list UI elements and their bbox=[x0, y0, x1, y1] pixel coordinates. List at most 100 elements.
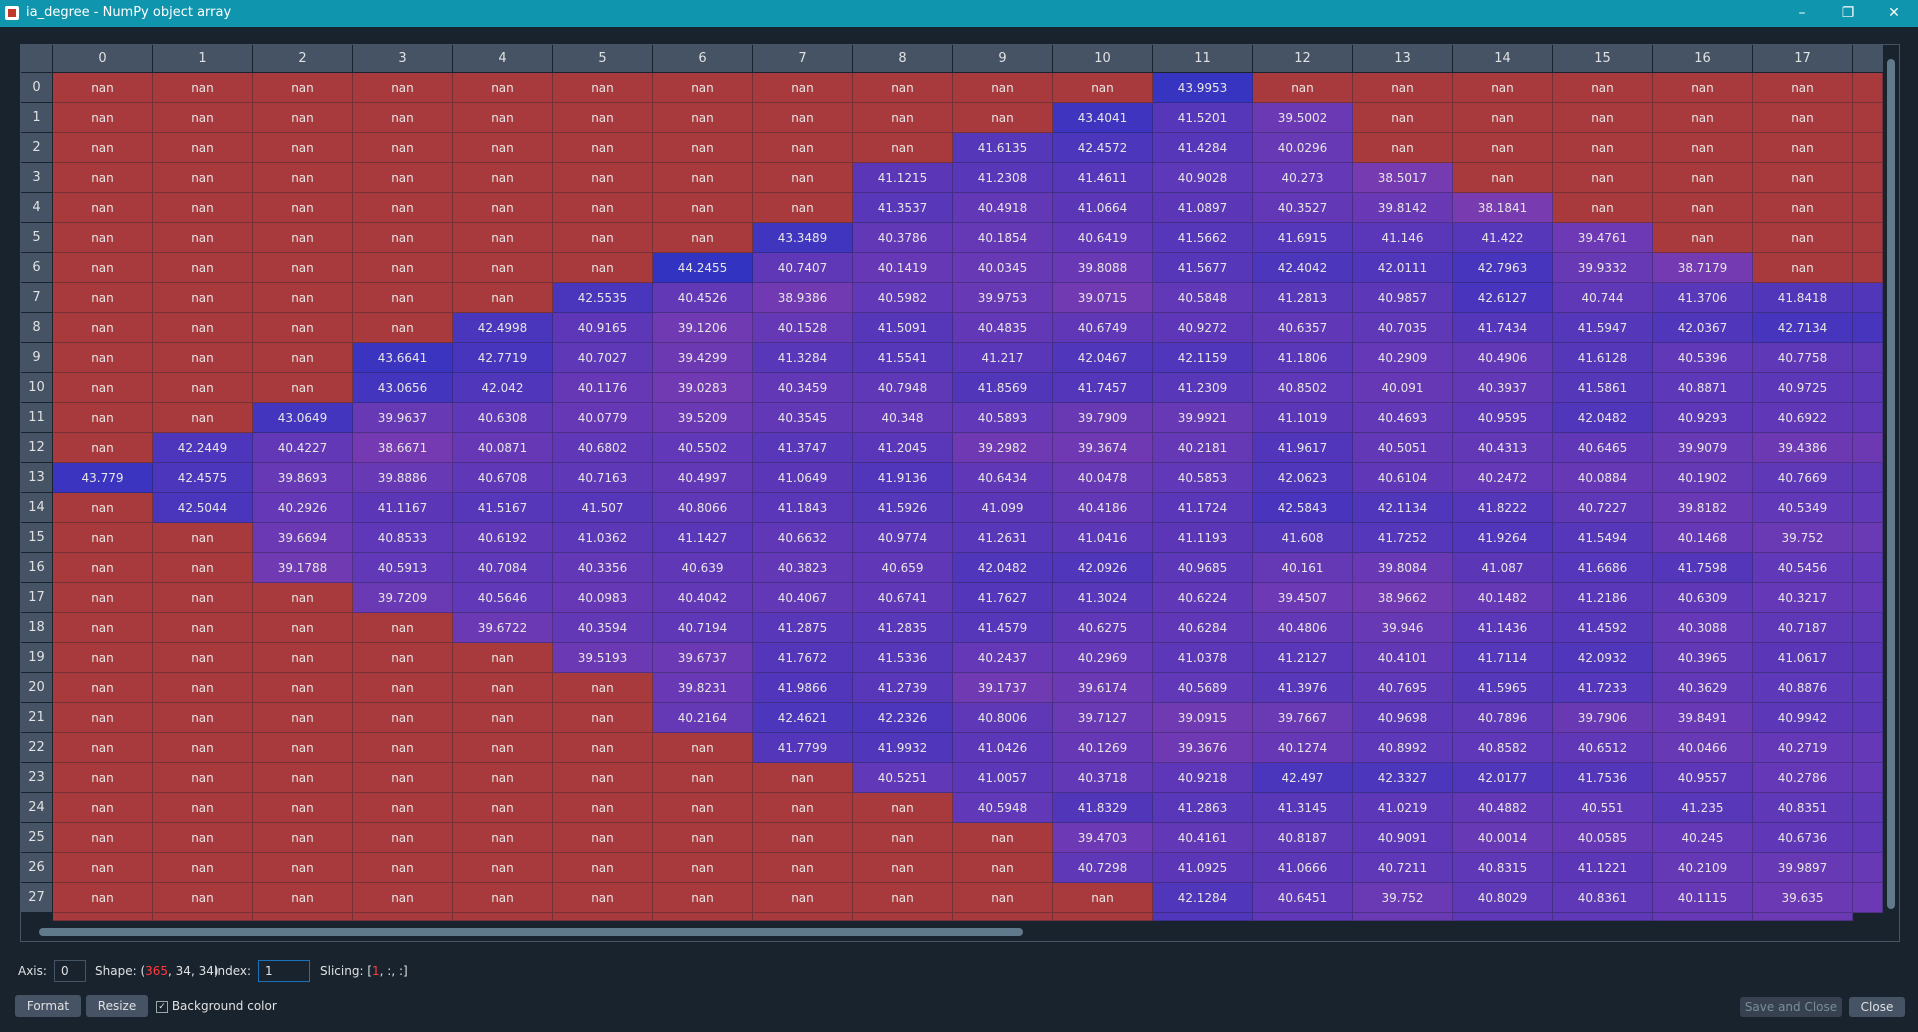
row-header: 16 bbox=[21, 553, 53, 583]
table-cell bbox=[1853, 553, 1883, 583]
table-cell: nan bbox=[353, 103, 453, 133]
table-cell: 41.7598 bbox=[1653, 553, 1753, 583]
table-cell: nan bbox=[453, 103, 553, 133]
table-cell: nan bbox=[553, 133, 653, 163]
table-cell bbox=[1853, 883, 1883, 913]
table-cell: 41.0057 bbox=[953, 763, 1053, 793]
table-cell: 42.4998 bbox=[453, 313, 553, 343]
table-cell: nan bbox=[153, 583, 253, 613]
table-cell: 41.2835 bbox=[853, 613, 953, 643]
scroll-thumb[interactable] bbox=[39, 928, 1023, 936]
table-cell bbox=[153, 913, 253, 921]
table-cell: 41.2631 bbox=[953, 523, 1053, 553]
table-cell: nan bbox=[53, 163, 153, 193]
table-cell: 40.551 bbox=[1553, 793, 1653, 823]
table-cell: 40.6736 bbox=[1753, 823, 1853, 853]
table-cell: 42.4575 bbox=[153, 463, 253, 493]
table-cell: 42.5044 bbox=[153, 493, 253, 523]
table-cell: 40.7163 bbox=[553, 463, 653, 493]
index-spinbox[interactable]: 1 bbox=[258, 960, 310, 982]
format-button[interactable]: Format bbox=[15, 995, 81, 1017]
table-cell: nan bbox=[1653, 103, 1753, 133]
column-header: 8 bbox=[853, 45, 953, 73]
table-cell: 40.6922 bbox=[1753, 403, 1853, 433]
column-header: 9 bbox=[953, 45, 1053, 73]
table-cell: 39.6722 bbox=[453, 613, 553, 643]
table-cell: nan bbox=[753, 103, 853, 133]
table-cell: 40.0585 bbox=[1553, 823, 1653, 853]
table-cell: nan bbox=[453, 733, 553, 763]
table-cell: nan bbox=[153, 643, 253, 673]
table-cell: nan bbox=[1353, 103, 1453, 133]
column-header: 16 bbox=[1653, 45, 1753, 73]
table-cell: 42.2449 bbox=[153, 433, 253, 463]
table-cell: 43.9953 bbox=[1153, 73, 1253, 103]
title-bar: ia_degree - NumPy object array – ❐ ✕ bbox=[0, 0, 1918, 27]
table-cell: nan bbox=[1453, 73, 1553, 103]
minimize-button[interactable]: – bbox=[1798, 5, 1806, 21]
table-cell bbox=[1853, 313, 1883, 343]
table-cell: nan bbox=[53, 433, 153, 463]
table-cell: 41.5926 bbox=[853, 493, 953, 523]
table-cell: 41.608 bbox=[1253, 523, 1353, 553]
resize-button[interactable]: Resize bbox=[86, 995, 148, 1017]
close-button[interactable]: Close bbox=[1849, 997, 1905, 1017]
table-cell bbox=[653, 913, 753, 921]
table-cell: 42.1159 bbox=[1153, 343, 1253, 373]
table-cell: 40.4835 bbox=[953, 313, 1053, 343]
table-cell: nan bbox=[353, 763, 453, 793]
column-header: 15 bbox=[1553, 45, 1653, 73]
background-checkbox[interactable]: ✓ Background color bbox=[156, 999, 277, 1013]
table-cell: 41.9136 bbox=[853, 463, 953, 493]
table-cell: nan bbox=[153, 763, 253, 793]
table-cell bbox=[1853, 223, 1883, 253]
horizontal-scrollbar[interactable] bbox=[21, 923, 1883, 941]
table-cell: 39.3674 bbox=[1053, 433, 1153, 463]
table-cell: nan bbox=[53, 823, 153, 853]
row-header: 13 bbox=[21, 463, 53, 493]
table-cell: 40.9725 bbox=[1753, 373, 1853, 403]
table-cell: nan bbox=[453, 703, 553, 733]
table-cell: 40.0296 bbox=[1253, 133, 1353, 163]
table-cell: nan bbox=[253, 613, 353, 643]
table-cell: nan bbox=[1653, 133, 1753, 163]
table-cell: nan bbox=[1253, 73, 1353, 103]
table-cell: 39.7209 bbox=[353, 583, 453, 613]
table-cell: nan bbox=[153, 253, 253, 283]
table-cell: 41.7233 bbox=[1553, 673, 1653, 703]
column-header: 14 bbox=[1453, 45, 1553, 73]
table-cell: 40.9698 bbox=[1353, 703, 1453, 733]
table-cell: nan bbox=[553, 163, 653, 193]
table-cell: nan bbox=[253, 253, 353, 283]
scroll-thumb[interactable] bbox=[1887, 59, 1895, 909]
table-cell: nan bbox=[1453, 133, 1553, 163]
table-cell: 40.8992 bbox=[1353, 733, 1453, 763]
table-cell: 41.2813 bbox=[1253, 283, 1353, 313]
table-cell: 41.1019 bbox=[1253, 403, 1353, 433]
table-cell: nan bbox=[453, 73, 553, 103]
table-cell: 40.2719 bbox=[1753, 733, 1853, 763]
vertical-scrollbar[interactable] bbox=[1883, 45, 1899, 941]
table-cell: 42.0482 bbox=[953, 553, 1053, 583]
table-cell: nan bbox=[353, 703, 453, 733]
table-cell: 39.946 bbox=[1353, 613, 1453, 643]
table-cell: 43.779 bbox=[53, 463, 153, 493]
column-header: 11 bbox=[1153, 45, 1253, 73]
row-header: 24 bbox=[21, 793, 53, 823]
close-window-button[interactable]: ✕ bbox=[1888, 5, 1900, 21]
table-cell: 39.9332 bbox=[1553, 253, 1653, 283]
table-cell: 42.3327 bbox=[1353, 763, 1453, 793]
table-cell: 41.7114 bbox=[1453, 643, 1553, 673]
table-cell: nan bbox=[353, 613, 453, 643]
table-cell: nan bbox=[853, 853, 953, 883]
table-cell: nan bbox=[153, 613, 253, 643]
table-cell: 40.6224 bbox=[1153, 583, 1253, 613]
table-cell: 40.6465 bbox=[1553, 433, 1653, 463]
table-cell: 39.5193 bbox=[553, 643, 653, 673]
table-cell: 40.2109 bbox=[1653, 853, 1753, 883]
axis-select[interactable]: 0 bbox=[54, 960, 86, 982]
table-cell: 38.1841 bbox=[1453, 193, 1553, 223]
maximize-button[interactable]: ❐ bbox=[1841, 5, 1855, 21]
table-cell: 41.8569 bbox=[953, 373, 1053, 403]
save-close-button[interactable]: Save and Close bbox=[1740, 997, 1842, 1017]
